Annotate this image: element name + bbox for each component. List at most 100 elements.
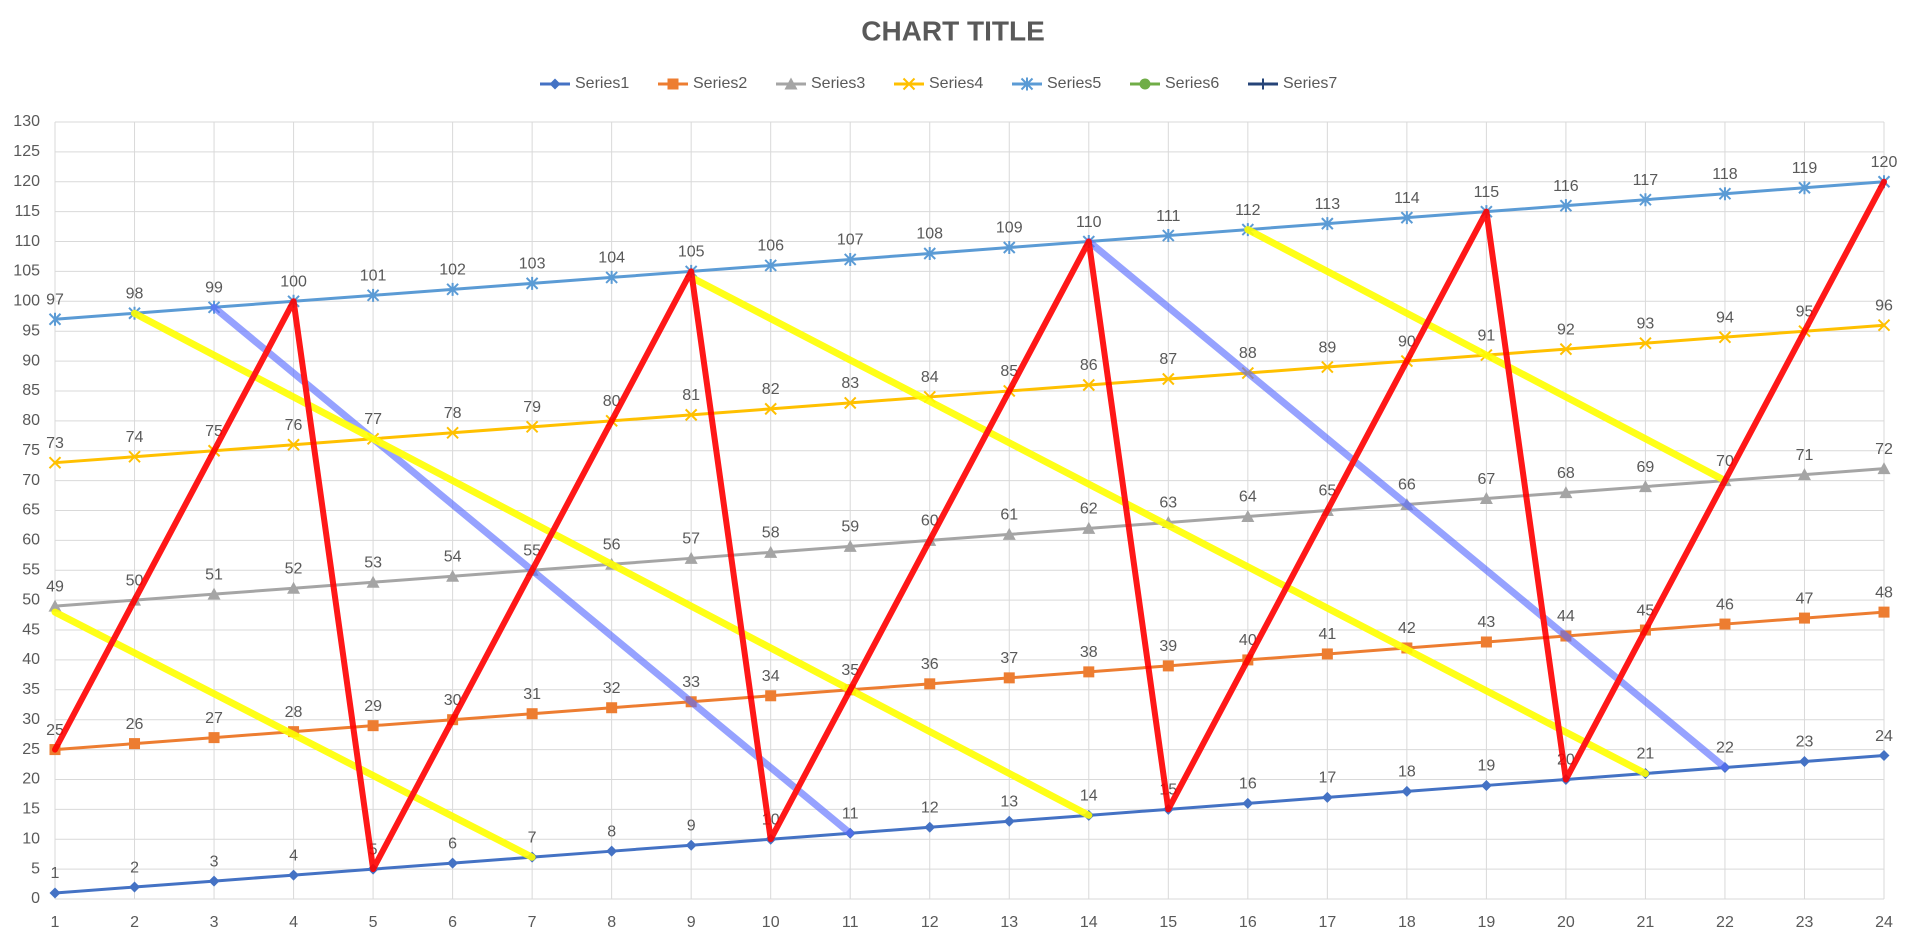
data-label: 118 bbox=[1712, 166, 1738, 183]
data-label: 32 bbox=[603, 680, 621, 697]
data-label: 51 bbox=[205, 566, 223, 583]
marker bbox=[48, 312, 62, 326]
data-label: 99 bbox=[205, 280, 223, 297]
marker bbox=[129, 738, 141, 750]
data-label: 24 bbox=[1875, 728, 1893, 745]
y-tick-label: 45 bbox=[22, 621, 40, 638]
data-label: 117 bbox=[1633, 172, 1659, 189]
data-label: 66 bbox=[1398, 477, 1416, 494]
legend-label: Series2 bbox=[693, 75, 747, 92]
marker bbox=[288, 869, 300, 881]
marker bbox=[1719, 618, 1731, 630]
legend-item: Series3 bbox=[776, 75, 865, 92]
y-tick-label: 125 bbox=[13, 143, 40, 160]
data-label: 6 bbox=[448, 835, 457, 852]
data-label: 67 bbox=[1477, 471, 1495, 488]
data-label: 79 bbox=[523, 399, 541, 416]
data-label: 39 bbox=[1159, 638, 1177, 655]
marker bbox=[48, 599, 62, 612]
data-label: 120 bbox=[1871, 154, 1898, 171]
legend-item: Series6 bbox=[1130, 75, 1219, 92]
data-label: 48 bbox=[1875, 584, 1893, 601]
legend-marker bbox=[1020, 77, 1034, 91]
marker bbox=[1718, 187, 1732, 201]
marker bbox=[605, 270, 618, 284]
legend-item: Series1 bbox=[540, 75, 629, 92]
legend-marker bbox=[667, 78, 679, 90]
marker bbox=[1798, 756, 1810, 768]
y-tick-label: 130 bbox=[13, 113, 40, 130]
data-label: 104 bbox=[598, 250, 625, 267]
data-label: 57 bbox=[682, 531, 700, 548]
marker bbox=[1639, 336, 1652, 350]
marker bbox=[1878, 606, 1890, 618]
x-tick-label: 4 bbox=[289, 914, 298, 931]
yellow-stroke bbox=[131, 309, 1093, 819]
data-label: 58 bbox=[762, 525, 780, 542]
marker bbox=[128, 450, 141, 463]
data-label: 78 bbox=[444, 405, 462, 422]
y-tick-label: 0 bbox=[31, 890, 40, 907]
data-label: 113 bbox=[1315, 196, 1341, 213]
data-label: 50 bbox=[126, 572, 144, 589]
legend-item: Series7 bbox=[1248, 75, 1337, 92]
data-label: 35 bbox=[841, 662, 859, 679]
x-tick-label: 10 bbox=[762, 914, 780, 931]
y-tick-label: 50 bbox=[22, 591, 40, 608]
data-label: 61 bbox=[1000, 507, 1018, 524]
marker bbox=[525, 420, 539, 434]
marker bbox=[1241, 509, 1255, 522]
data-label: 101 bbox=[360, 268, 387, 285]
x-tick-label: 14 bbox=[1080, 914, 1098, 931]
marker bbox=[446, 282, 459, 296]
data-label: 27 bbox=[205, 710, 223, 727]
data-label: 8 bbox=[607, 823, 616, 840]
marker bbox=[1877, 319, 1891, 332]
data-label: 54 bbox=[444, 548, 462, 565]
data-label: 23 bbox=[1796, 734, 1814, 751]
data-label: 63 bbox=[1159, 495, 1177, 512]
data-label: 72 bbox=[1875, 441, 1893, 458]
marker bbox=[208, 875, 220, 887]
marker bbox=[367, 720, 379, 732]
data-label: 46 bbox=[1716, 596, 1734, 613]
y-tick-label: 25 bbox=[22, 741, 40, 758]
marker bbox=[1082, 378, 1095, 392]
legend-marker bbox=[1257, 78, 1269, 90]
data-label: 110 bbox=[1076, 214, 1102, 231]
marker bbox=[1877, 462, 1891, 475]
data-label: 55 bbox=[523, 542, 541, 559]
data-label: 14 bbox=[1080, 788, 1098, 805]
series-line bbox=[54, 323, 1885, 465]
data-label: 83 bbox=[841, 375, 859, 392]
marker bbox=[1002, 527, 1016, 540]
marker bbox=[1083, 666, 1095, 678]
marker bbox=[1003, 672, 1015, 684]
data-label: 12 bbox=[921, 799, 939, 816]
y-tick-label: 120 bbox=[13, 173, 40, 190]
data-label: 96 bbox=[1875, 297, 1893, 314]
red-zigzag bbox=[52, 178, 1887, 873]
marker bbox=[924, 821, 936, 833]
series-line bbox=[54, 467, 1885, 608]
marker bbox=[1559, 199, 1573, 213]
marker bbox=[1638, 480, 1652, 493]
marker bbox=[1003, 815, 1015, 827]
data-label: 82 bbox=[762, 381, 780, 398]
data-label: 17 bbox=[1318, 770, 1336, 787]
data-label: 26 bbox=[126, 716, 144, 733]
y-tick-label: 95 bbox=[22, 322, 40, 339]
data-label: 75 bbox=[205, 423, 223, 440]
marker bbox=[606, 702, 618, 714]
y-tick-label: 20 bbox=[22, 771, 40, 788]
x-tick-label: 16 bbox=[1239, 914, 1257, 931]
data-label: 37 bbox=[1000, 650, 1018, 667]
data-label: 60 bbox=[921, 513, 939, 530]
data-label: 9 bbox=[687, 817, 696, 834]
data-label: 80 bbox=[603, 393, 621, 410]
marker bbox=[208, 732, 220, 744]
data-label: 18 bbox=[1398, 764, 1416, 781]
marker bbox=[525, 276, 539, 290]
data-label: 94 bbox=[1716, 309, 1734, 326]
